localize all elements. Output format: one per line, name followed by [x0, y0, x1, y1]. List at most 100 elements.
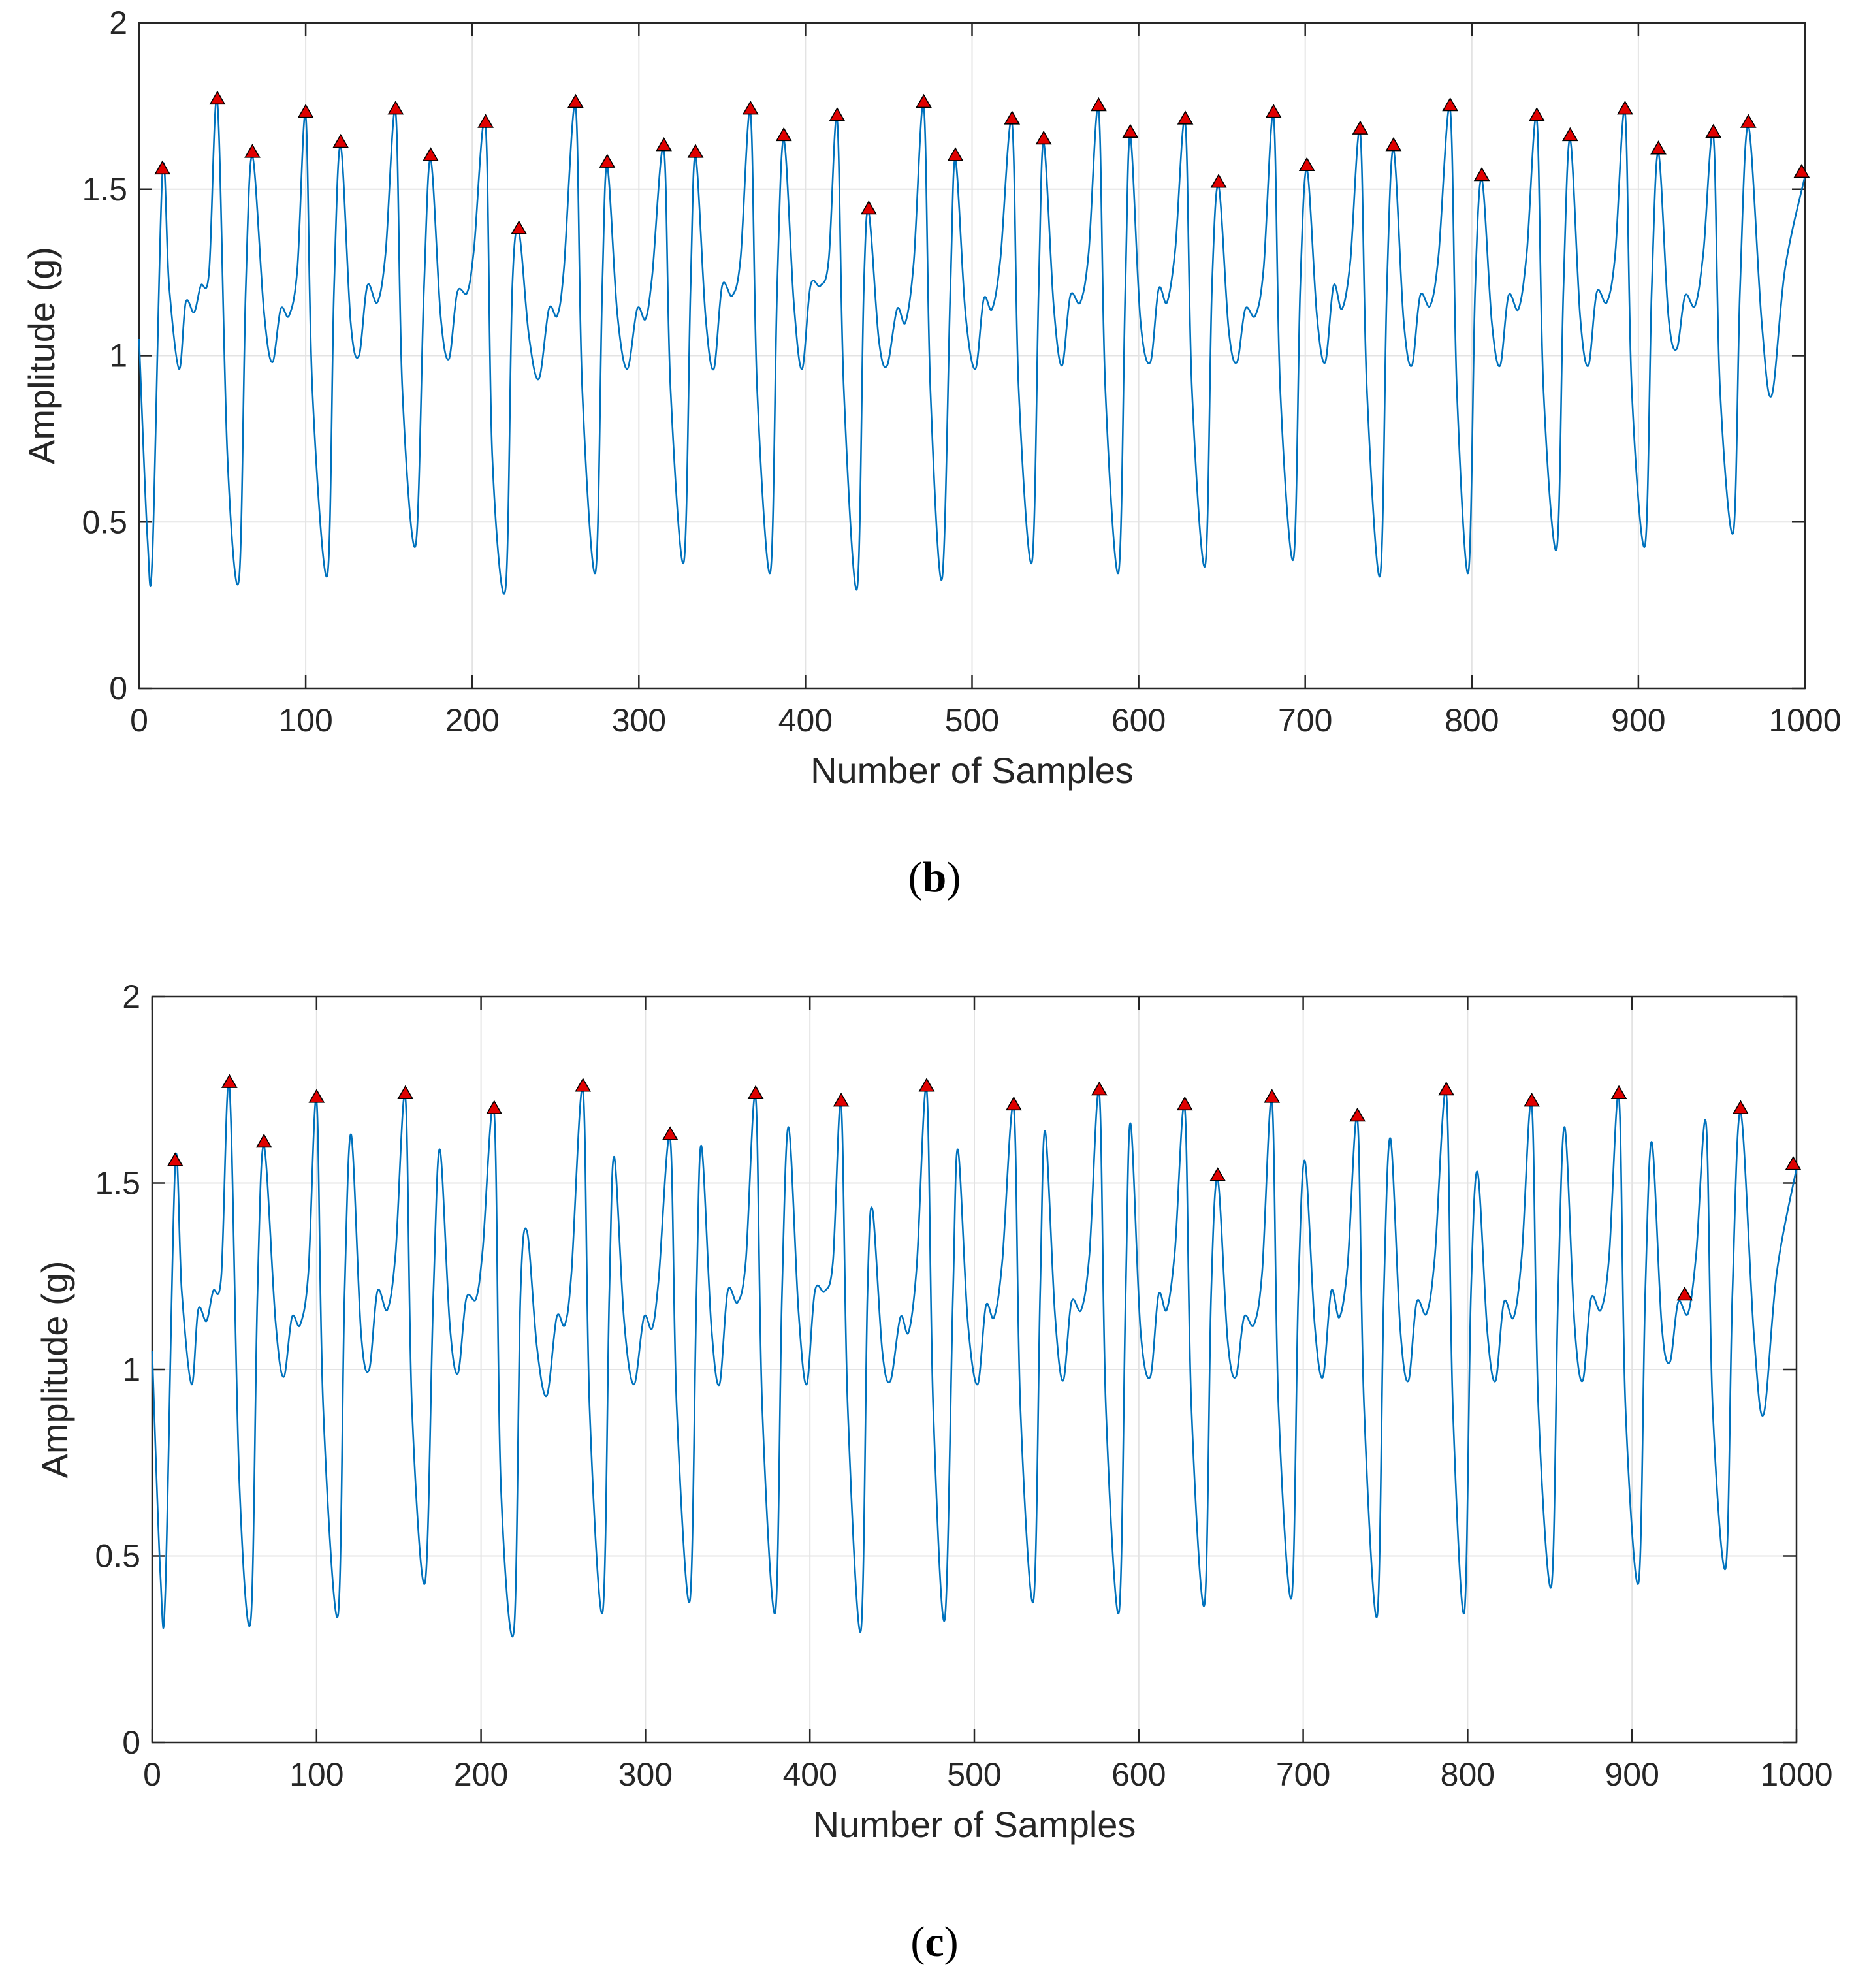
x-tick-label: 200 — [445, 702, 499, 739]
peak-marker — [1177, 110, 1194, 125]
y-tick-labels: 0 0.5 1 1.5 2 — [95, 978, 140, 1761]
x-tick-label: 100 — [278, 702, 332, 739]
peak-marker — [1740, 114, 1757, 128]
peak-marker — [1035, 130, 1052, 145]
peak-marker — [154, 160, 171, 175]
x-tick-label: 600 — [1111, 702, 1166, 739]
signal-line — [138, 98, 1806, 595]
peak-marker — [1733, 1100, 1749, 1114]
peak-marker — [477, 114, 494, 128]
x-tick-label: 100 — [289, 1756, 343, 1793]
peak-marker — [1528, 107, 1545, 121]
peak-marker — [1610, 1085, 1627, 1099]
y-axis-label: Amplitude (g) — [21, 247, 62, 464]
peak-marker — [747, 1085, 764, 1099]
y-tick-label: 1 — [109, 338, 127, 374]
peak-marker — [1650, 140, 1667, 155]
peak-marker — [775, 127, 792, 142]
peak-marker — [511, 220, 528, 234]
peak-marker — [1210, 174, 1227, 188]
peak-marker — [1264, 1089, 1281, 1103]
peak-marker — [244, 144, 261, 158]
peak-marker — [1352, 120, 1369, 135]
peak-marker — [1385, 137, 1402, 152]
panel-b: 0 100 200 300 400 500 600 700 800 900 1000 0 0.5 1 1.… — [21, 5, 1842, 901]
peak-marker — [860, 200, 877, 215]
x-tick-label: 700 — [1278, 702, 1332, 739]
signal-series-path — [151, 1081, 1798, 1638]
peak-marker — [332, 133, 349, 148]
peak-marker — [1265, 104, 1282, 118]
y-tick-label: 2 — [109, 5, 127, 41]
peak-marker — [387, 100, 404, 115]
caption-letter: b — [923, 854, 947, 901]
peak-marker — [1617, 100, 1633, 115]
peak-marker — [1122, 123, 1139, 138]
peak-marker — [1676, 1286, 1693, 1301]
signal-series-path — [138, 98, 1806, 595]
peak-marker — [1349, 1107, 1366, 1122]
x-axis-label: Number of Samples — [810, 750, 1134, 791]
x-tick-label: 800 — [1445, 702, 1499, 739]
peak-marker — [1524, 1092, 1540, 1107]
peak-marker — [1006, 1096, 1022, 1111]
peak-marker — [1090, 97, 1107, 112]
peak-marker — [423, 147, 439, 161]
peak-marker — [662, 1126, 679, 1140]
peak-marker — [829, 107, 846, 121]
peak-marker — [255, 1133, 272, 1148]
x-tick-label: 200 — [454, 1756, 508, 1793]
peak-marker — [742, 100, 759, 115]
y-tick-label: 1.5 — [82, 171, 127, 208]
x-tick-label: 1000 — [1768, 702, 1841, 739]
peak-marker — [1473, 167, 1490, 182]
peak-marker — [486, 1100, 503, 1114]
panel-caption: (c) — [910, 1918, 958, 1966]
peak-marker — [209, 90, 226, 105]
peak-marker — [1785, 1156, 1802, 1170]
peak-marker — [1442, 97, 1459, 112]
peak-marker — [397, 1085, 414, 1099]
x-tick-label: 400 — [778, 702, 833, 739]
peak-marker — [916, 93, 932, 108]
x-tick-label: 0 — [143, 1756, 161, 1793]
x-tick-label: 300 — [612, 702, 666, 739]
x-tick-label: 900 — [1611, 702, 1665, 739]
x-tick-labels: 0 100 200 300 400 500 600 700 800 900 1000 — [143, 1756, 1833, 1793]
peak-marker — [918, 1078, 935, 1092]
y-axis-label: Amplitude (g) — [34, 1260, 75, 1478]
peak-marker — [1793, 163, 1810, 178]
peak-marker — [1438, 1081, 1455, 1096]
peak-marker — [833, 1092, 850, 1107]
y-tick-label: 0 — [122, 1724, 140, 1761]
x-tick-label: 700 — [1276, 1756, 1330, 1793]
x-tick-label: 800 — [1441, 1756, 1495, 1793]
x-tick-labels: 0 100 200 300 400 500 600 700 800 900 1000 — [130, 702, 1842, 739]
y-tick-label: 0.5 — [82, 504, 127, 540]
y-tick-label: 0.5 — [95, 1538, 140, 1575]
peak-marker — [656, 137, 672, 152]
peak-marker — [687, 144, 704, 158]
x-tick-label: 600 — [1111, 1756, 1166, 1793]
peak-marker — [1298, 157, 1315, 171]
x-tick-label: 900 — [1605, 1756, 1659, 1793]
y-tick-labels: 0 0.5 1 1.5 2 — [82, 5, 127, 707]
peak-marker — [567, 93, 584, 108]
peak-marker — [308, 1089, 325, 1103]
panel-caption: (b) — [908, 854, 961, 901]
peak-markers — [154, 90, 1810, 234]
peak-markers — [167, 1074, 1802, 1301]
x-tick-label: 500 — [945, 702, 999, 739]
peak-marker — [1004, 110, 1021, 125]
peak-marker — [1091, 1081, 1108, 1096]
peak-marker — [221, 1074, 238, 1088]
peak-marker — [947, 147, 964, 161]
grid-lines — [152, 997, 1797, 1742]
y-tick-label: 1 — [122, 1351, 140, 1388]
y-tick-label: 0 — [109, 670, 127, 707]
x-tick-label: 1000 — [1760, 1756, 1832, 1793]
grid-lines — [139, 23, 1805, 688]
x-tick-label: 0 — [130, 702, 148, 739]
